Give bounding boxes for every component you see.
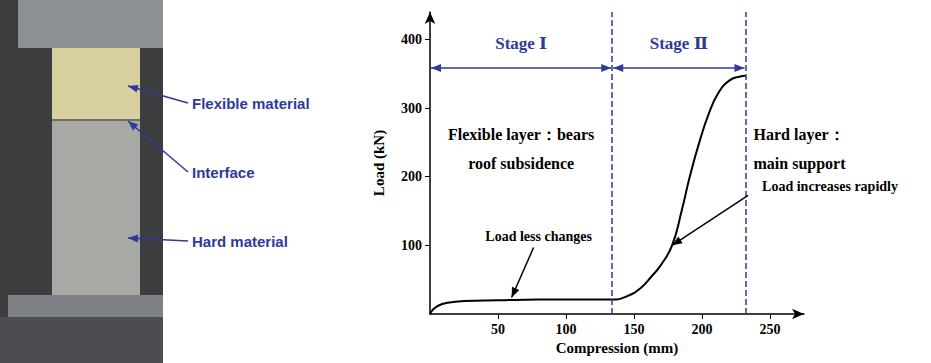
svg-text:200: 200 (401, 169, 422, 184)
svg-text:100: 100 (556, 322, 577, 337)
svg-text:Flexible layer：bears: Flexible layer：bears (448, 126, 594, 144)
svg-text:roof subsidence: roof subsidence (468, 155, 574, 172)
svg-text:400: 400 (401, 32, 422, 47)
svg-text:Load increases rapidly: Load increases rapidly (762, 179, 898, 194)
svg-text:50: 50 (491, 322, 505, 337)
svg-text:Stage Ⅰ: Stage Ⅰ (495, 34, 547, 53)
svg-text:Flexible material: Flexible material (192, 95, 310, 112)
svg-text:100: 100 (401, 238, 422, 253)
svg-text:Compression (mm): Compression (mm) (556, 340, 679, 357)
svg-text:Hard material: Hard material (192, 233, 288, 250)
svg-text:main support: main support (754, 155, 847, 173)
svg-text:Interface: Interface (192, 164, 255, 181)
svg-text:Load (kN): Load (kN) (371, 130, 388, 196)
svg-text:200: 200 (692, 322, 713, 337)
svg-text:Stage Ⅱ: Stage Ⅱ (650, 34, 708, 53)
svg-text:150: 150 (624, 322, 645, 337)
svg-text:300: 300 (401, 101, 422, 116)
svg-text:Hard layer：: Hard layer： (754, 126, 845, 144)
svg-text:250: 250 (760, 322, 781, 337)
svg-text:Load less changes: Load less changes (485, 229, 592, 244)
